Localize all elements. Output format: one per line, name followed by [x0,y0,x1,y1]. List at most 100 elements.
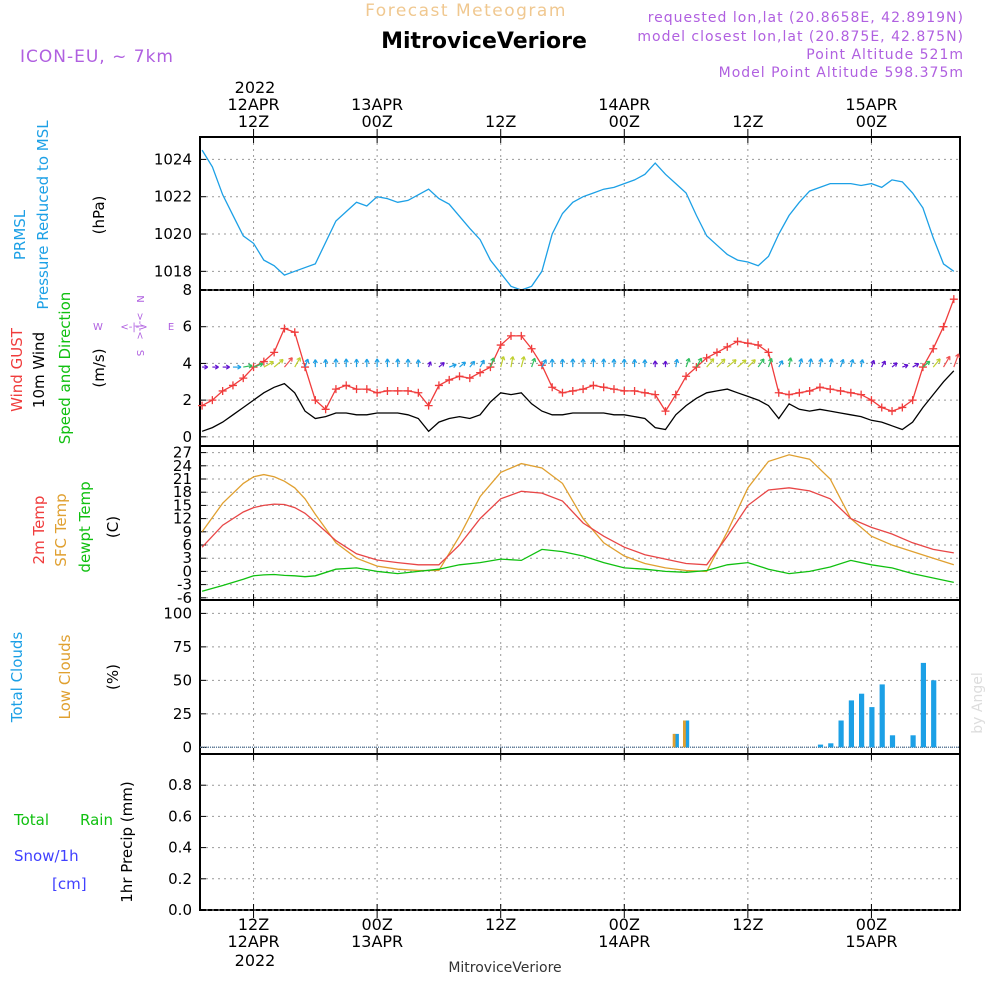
wind-gust-marker [815,383,824,392]
wind-gust-marker [877,403,886,412]
y-tick-label: 4 [182,354,192,372]
wind-gust-marker [898,403,907,412]
wind-direction-arrow [706,358,715,368]
y-tick-label: 24 [173,457,192,475]
wind-gust-marker [362,385,371,394]
compass-north: N [134,295,145,302]
wind-direction-arrow [881,360,886,368]
wind-gust-marker [414,388,423,397]
wind-direction-arrow [531,357,537,368]
wind-direction-arrow [601,358,607,368]
wind-direction-arrow [798,358,804,368]
wind-direction-arrow [449,363,457,368]
wind-direction-arrow [747,359,756,368]
wind-gust-marker [609,385,618,394]
wind-direction-arrow [716,358,726,368]
wind-direction-arrow [353,358,360,368]
meteogram-title: Forecast Meteogram [365,1,567,21]
wind-direction-arrow [283,357,293,368]
y-tick-label: 0 [182,738,192,756]
y-tick-label: 0.6 [168,807,192,825]
wind-direction-arrow [943,355,951,368]
wind-direction-arrow [726,359,737,368]
wind-direction-arrow [808,358,814,368]
y-tick-label: 2 [182,391,192,409]
wind-direction-arrow [902,363,909,369]
y-tick-label: 15 [173,496,192,514]
wind-10m-label: 10m Wind [30,332,48,408]
wind-direction-arrow [520,356,526,368]
panel-4: 0 25 50 75 100 [163,599,961,756]
wind-direction-arrow [912,362,920,368]
wind-gust-marker [754,341,763,350]
wind-gust-marker [259,357,268,366]
bottom-axis-date: 12APR [228,932,280,951]
wind-direction-arrow [652,360,658,368]
wind-direction-arrow [304,358,310,368]
wind-direction-arrow [767,357,773,368]
wind-gust-marker [785,390,794,399]
wind-gust-marker [723,342,732,351]
low-cloud-bar [683,720,686,748]
wind-gust-marker [805,386,814,395]
bottom-axis-hour: 12Z [732,915,763,934]
wind-direction-arrow [343,358,349,368]
snow-unit-label: [cm] [52,875,87,893]
wind-direction-arrow [312,359,318,368]
wind-direction-arrow [212,364,219,370]
wind-gust-marker [239,374,248,383]
wind-direction-arrow [590,358,596,368]
wind-direction-arrow [839,358,845,368]
wind-gust-marker [651,390,660,399]
wind-gust-marker [270,348,279,357]
wind-direction-arrow [374,358,380,368]
cloud-unit-label: (%) [104,664,122,690]
y-tick-label: 1018 [154,262,192,280]
precip-unit-label: 1hr Precip (mm) [118,781,136,902]
wind-gust-marker [465,374,474,383]
wind-gust-marker [517,331,526,340]
wind-direction-arrow [384,358,391,368]
wind-direction-arrow [549,358,555,368]
compass-rose: W <-|-> E N >-|-< S [93,295,174,356]
wind-gust-marker [507,331,516,340]
wind-direction-arrow [427,361,432,368]
wind-direction-arrow [818,358,824,368]
wind-direction-arrow [263,360,274,368]
wind-direction-arrow [778,360,784,368]
pressure-line [201,149,955,291]
y-tick-label: 1022 [154,188,192,206]
wind-direction-arrow [642,359,648,368]
wind-gust-marker [795,388,804,397]
wind-gust-marker [455,372,464,381]
snow-label: Snow/1h [14,847,79,865]
total-cloud-bar [931,680,937,748]
pressure-unit-label: (hPa) [90,196,108,235]
temp-2m-label: 2m Temp [30,496,48,565]
bottom-axis-date: 13APR [351,932,403,951]
wind-unit-label: (m/s) [90,348,108,387]
wind-direction-arrow [870,359,876,368]
wind-direction-arrow [479,359,485,368]
y-tick-label: -3 [177,576,192,594]
bottom-axis-hour: 12Z [238,915,269,934]
total-cloud-bar [889,735,896,748]
wind-gust-marker [198,401,207,410]
wind-gust-marker [630,386,639,395]
wind-direction-arrow [922,360,931,368]
wind-direction-arrow [674,358,680,368]
y-tick-label: 0.4 [168,839,192,857]
wind-gust-marker [434,381,443,390]
y-tick-label: 0.2 [168,870,192,888]
wind-gust-marker [311,396,320,405]
y-tick-label: 100 [163,604,192,622]
wind-direction-arrow [364,358,370,368]
wind-gust-marker [404,386,413,395]
wind-direction-arrow [737,359,747,368]
temp-sfc-label: SFC Temp [52,493,70,566]
wind-gust-marker [331,385,340,394]
compass-east: E [168,322,174,333]
requested-coords: requested lon,lat (20.8658E, 42.8919N) [648,10,964,26]
